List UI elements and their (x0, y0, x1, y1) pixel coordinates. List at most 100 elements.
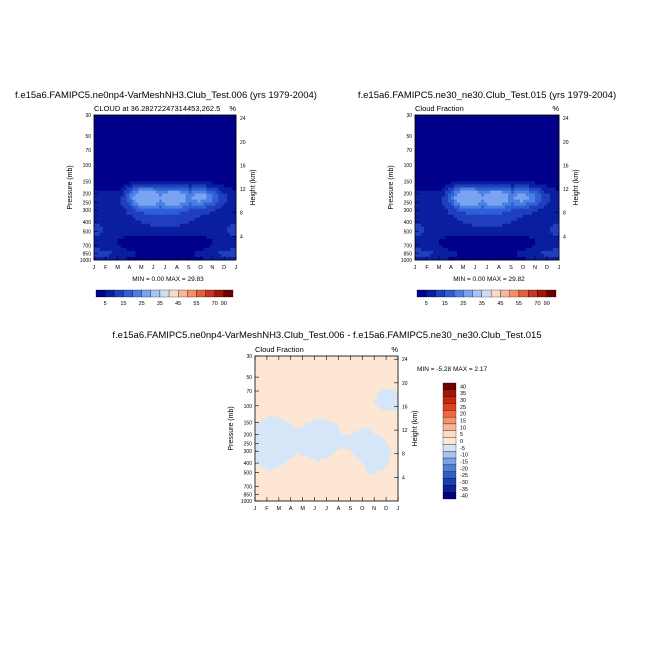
contour-cell (108, 223, 113, 228)
contour-cell (221, 235, 225, 240)
contour-cell (556, 157, 560, 161)
contour-cell (529, 199, 533, 203)
contour-cell (200, 256, 204, 261)
contour-cell (144, 253, 148, 258)
contour-cell (194, 214, 198, 219)
contour-cell (96, 139, 101, 143)
contour-cell (514, 193, 518, 197)
contour-cell (165, 217, 169, 222)
contour-cell (469, 163, 473, 167)
contour-cell (466, 130, 470, 134)
contour-cell (227, 232, 231, 237)
contour-cell (514, 187, 518, 191)
contour-cell (454, 211, 458, 216)
contour-cell (132, 223, 136, 228)
contour-cell (451, 154, 455, 158)
contour-cell (105, 163, 110, 167)
contour-cell (167, 211, 172, 216)
contour-cell (451, 121, 455, 125)
pressure-tick-label: 850 (83, 251, 92, 257)
contour-cell (415, 235, 419, 240)
contour-cell (541, 157, 545, 161)
contour-cell (472, 256, 476, 261)
contour-cell (418, 184, 422, 188)
contour-cell (185, 124, 190, 128)
contour-cell (451, 163, 455, 167)
contour-cell (514, 247, 518, 252)
contour-cell (170, 178, 175, 182)
contour-cell (230, 253, 234, 258)
contour-cell (469, 217, 473, 222)
contour-cell (102, 178, 107, 182)
contour-cell (493, 181, 497, 185)
contour-cell (535, 172, 539, 176)
contour-cell (129, 253, 133, 258)
contour-cell (478, 157, 482, 161)
contour-cell (478, 151, 482, 155)
contour-cell (544, 178, 548, 182)
contour-cell (541, 202, 545, 207)
contour-cell (538, 148, 542, 152)
contour-cell (541, 178, 545, 182)
contour-cell (520, 208, 524, 213)
contour-cell (502, 190, 506, 194)
contour-cell (99, 178, 104, 182)
contour-cell (144, 115, 148, 119)
contour-cell (120, 208, 124, 213)
contour-cell (517, 223, 521, 228)
contour-cell (478, 130, 482, 134)
contour-cell (114, 175, 119, 179)
contour-cell (427, 172, 431, 176)
contour-cell (96, 190, 101, 194)
contour-cell (535, 208, 539, 213)
contour-cell (430, 163, 434, 167)
contour-cell (138, 253, 142, 258)
contour-cell (191, 214, 195, 219)
contour-cell (439, 181, 443, 185)
contour-cell (221, 202, 225, 207)
contour-cell (430, 220, 434, 225)
contour-cell (520, 142, 524, 146)
contour-cell (191, 151, 195, 155)
contour-cell (159, 178, 163, 182)
contour-cell (490, 127, 494, 131)
contour-cell (188, 178, 193, 182)
contour-cell (209, 253, 213, 258)
contour-cell (215, 184, 219, 188)
contour-cell (132, 121, 136, 125)
contour-cell (123, 193, 127, 197)
contour-cell (257, 362, 262, 366)
contour-cell (135, 133, 139, 137)
contour-cell (466, 151, 470, 155)
contour-cell (230, 205, 234, 210)
contour-cell (484, 211, 488, 216)
contour-cell (421, 229, 425, 234)
contour-cell (206, 190, 210, 194)
contour-cell (170, 154, 175, 158)
contour-cell (508, 136, 512, 140)
contour-cell (466, 145, 470, 149)
contour-cell (544, 214, 548, 219)
contour-cell (188, 214, 193, 219)
contour-cell (550, 160, 554, 164)
contour-cell (129, 124, 133, 128)
contour-cell (472, 187, 476, 191)
contour-cell (502, 253, 506, 258)
contour-cell (150, 235, 154, 240)
contour-cell (424, 136, 428, 140)
cloud-panel-ne30: f.e15a6.FAMIPC5.ne30_ne30.Club_Test.015 … (358, 90, 616, 307)
contour-cell (430, 256, 434, 261)
contour-cell (487, 160, 491, 164)
contour-cell (218, 202, 222, 207)
contour-cell (448, 250, 452, 255)
contour-cell (553, 202, 557, 207)
contour-cell (550, 175, 554, 179)
contour-cell (117, 190, 122, 194)
contour-cell (490, 214, 494, 219)
contour-cell (165, 202, 169, 207)
contour-cell (487, 124, 491, 128)
contour-cell (496, 181, 500, 185)
contour-cell (233, 166, 237, 170)
contour-cell (460, 223, 464, 228)
contour-cell (478, 187, 482, 191)
